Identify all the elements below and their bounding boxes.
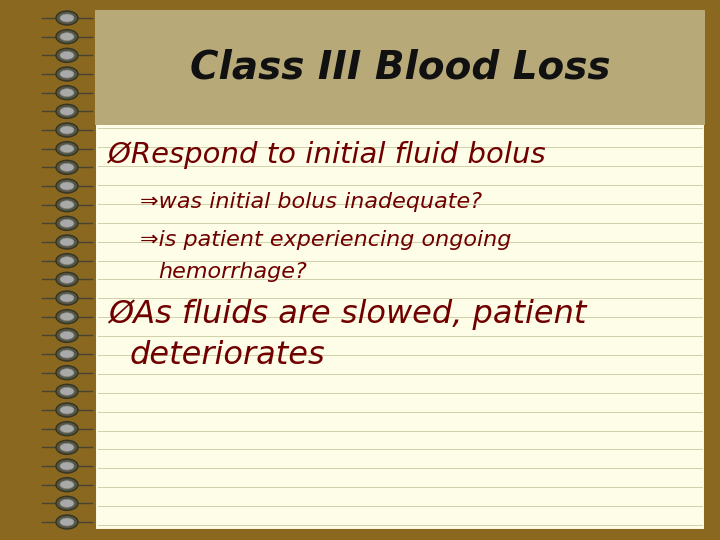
- Ellipse shape: [56, 254, 78, 268]
- Ellipse shape: [60, 256, 74, 265]
- Ellipse shape: [56, 30, 78, 44]
- Ellipse shape: [56, 347, 78, 361]
- Ellipse shape: [60, 145, 74, 153]
- Ellipse shape: [60, 350, 74, 358]
- Ellipse shape: [60, 107, 74, 116]
- Bar: [95, 10, 705, 125]
- Ellipse shape: [56, 515, 78, 529]
- Ellipse shape: [56, 160, 78, 174]
- Ellipse shape: [60, 406, 74, 414]
- Ellipse shape: [56, 235, 78, 249]
- Text: hemorrhage?: hemorrhage?: [158, 262, 307, 282]
- Ellipse shape: [56, 123, 78, 137]
- Ellipse shape: [56, 403, 78, 417]
- Ellipse shape: [56, 309, 78, 323]
- Ellipse shape: [56, 366, 78, 380]
- Ellipse shape: [60, 500, 74, 508]
- Ellipse shape: [60, 332, 74, 339]
- Text: ØAs fluids are slowed, patient: ØAs fluids are slowed, patient: [108, 300, 586, 330]
- Ellipse shape: [56, 86, 78, 100]
- Ellipse shape: [60, 294, 74, 302]
- Text: Class III Blood Loss: Class III Blood Loss: [190, 49, 611, 86]
- Text: ⇒was initial bolus inadequate?: ⇒was initial bolus inadequate?: [140, 192, 482, 212]
- Ellipse shape: [56, 49, 78, 62]
- Ellipse shape: [56, 198, 78, 212]
- Ellipse shape: [60, 32, 74, 40]
- Ellipse shape: [56, 440, 78, 454]
- Ellipse shape: [60, 518, 74, 526]
- Text: ØRespond to initial fluid bolus: ØRespond to initial fluid bolus: [108, 141, 546, 169]
- Ellipse shape: [56, 141, 78, 156]
- Ellipse shape: [56, 422, 78, 436]
- Ellipse shape: [60, 275, 74, 284]
- Ellipse shape: [60, 219, 74, 227]
- Ellipse shape: [60, 313, 74, 321]
- Ellipse shape: [56, 459, 78, 473]
- Ellipse shape: [56, 179, 78, 193]
- Ellipse shape: [56, 384, 78, 399]
- Ellipse shape: [60, 369, 74, 377]
- Ellipse shape: [60, 14, 74, 22]
- Ellipse shape: [60, 51, 74, 59]
- Ellipse shape: [60, 238, 74, 246]
- Ellipse shape: [60, 163, 74, 171]
- Ellipse shape: [60, 387, 74, 395]
- Ellipse shape: [56, 11, 78, 25]
- Ellipse shape: [60, 462, 74, 470]
- Ellipse shape: [56, 328, 78, 342]
- Ellipse shape: [56, 478, 78, 491]
- Ellipse shape: [60, 182, 74, 190]
- Ellipse shape: [56, 291, 78, 305]
- Text: deteriorates: deteriorates: [130, 340, 325, 370]
- Bar: [95, 10, 705, 530]
- Ellipse shape: [56, 104, 78, 118]
- Ellipse shape: [56, 496, 78, 510]
- Ellipse shape: [60, 424, 74, 433]
- Ellipse shape: [60, 443, 74, 451]
- Ellipse shape: [56, 67, 78, 81]
- Ellipse shape: [60, 89, 74, 97]
- Text: ⇒is patient experiencing ongoing: ⇒is patient experiencing ongoing: [140, 230, 511, 250]
- Ellipse shape: [60, 126, 74, 134]
- Ellipse shape: [60, 481, 74, 489]
- Ellipse shape: [60, 70, 74, 78]
- Ellipse shape: [56, 217, 78, 231]
- Ellipse shape: [60, 201, 74, 208]
- Ellipse shape: [56, 272, 78, 286]
